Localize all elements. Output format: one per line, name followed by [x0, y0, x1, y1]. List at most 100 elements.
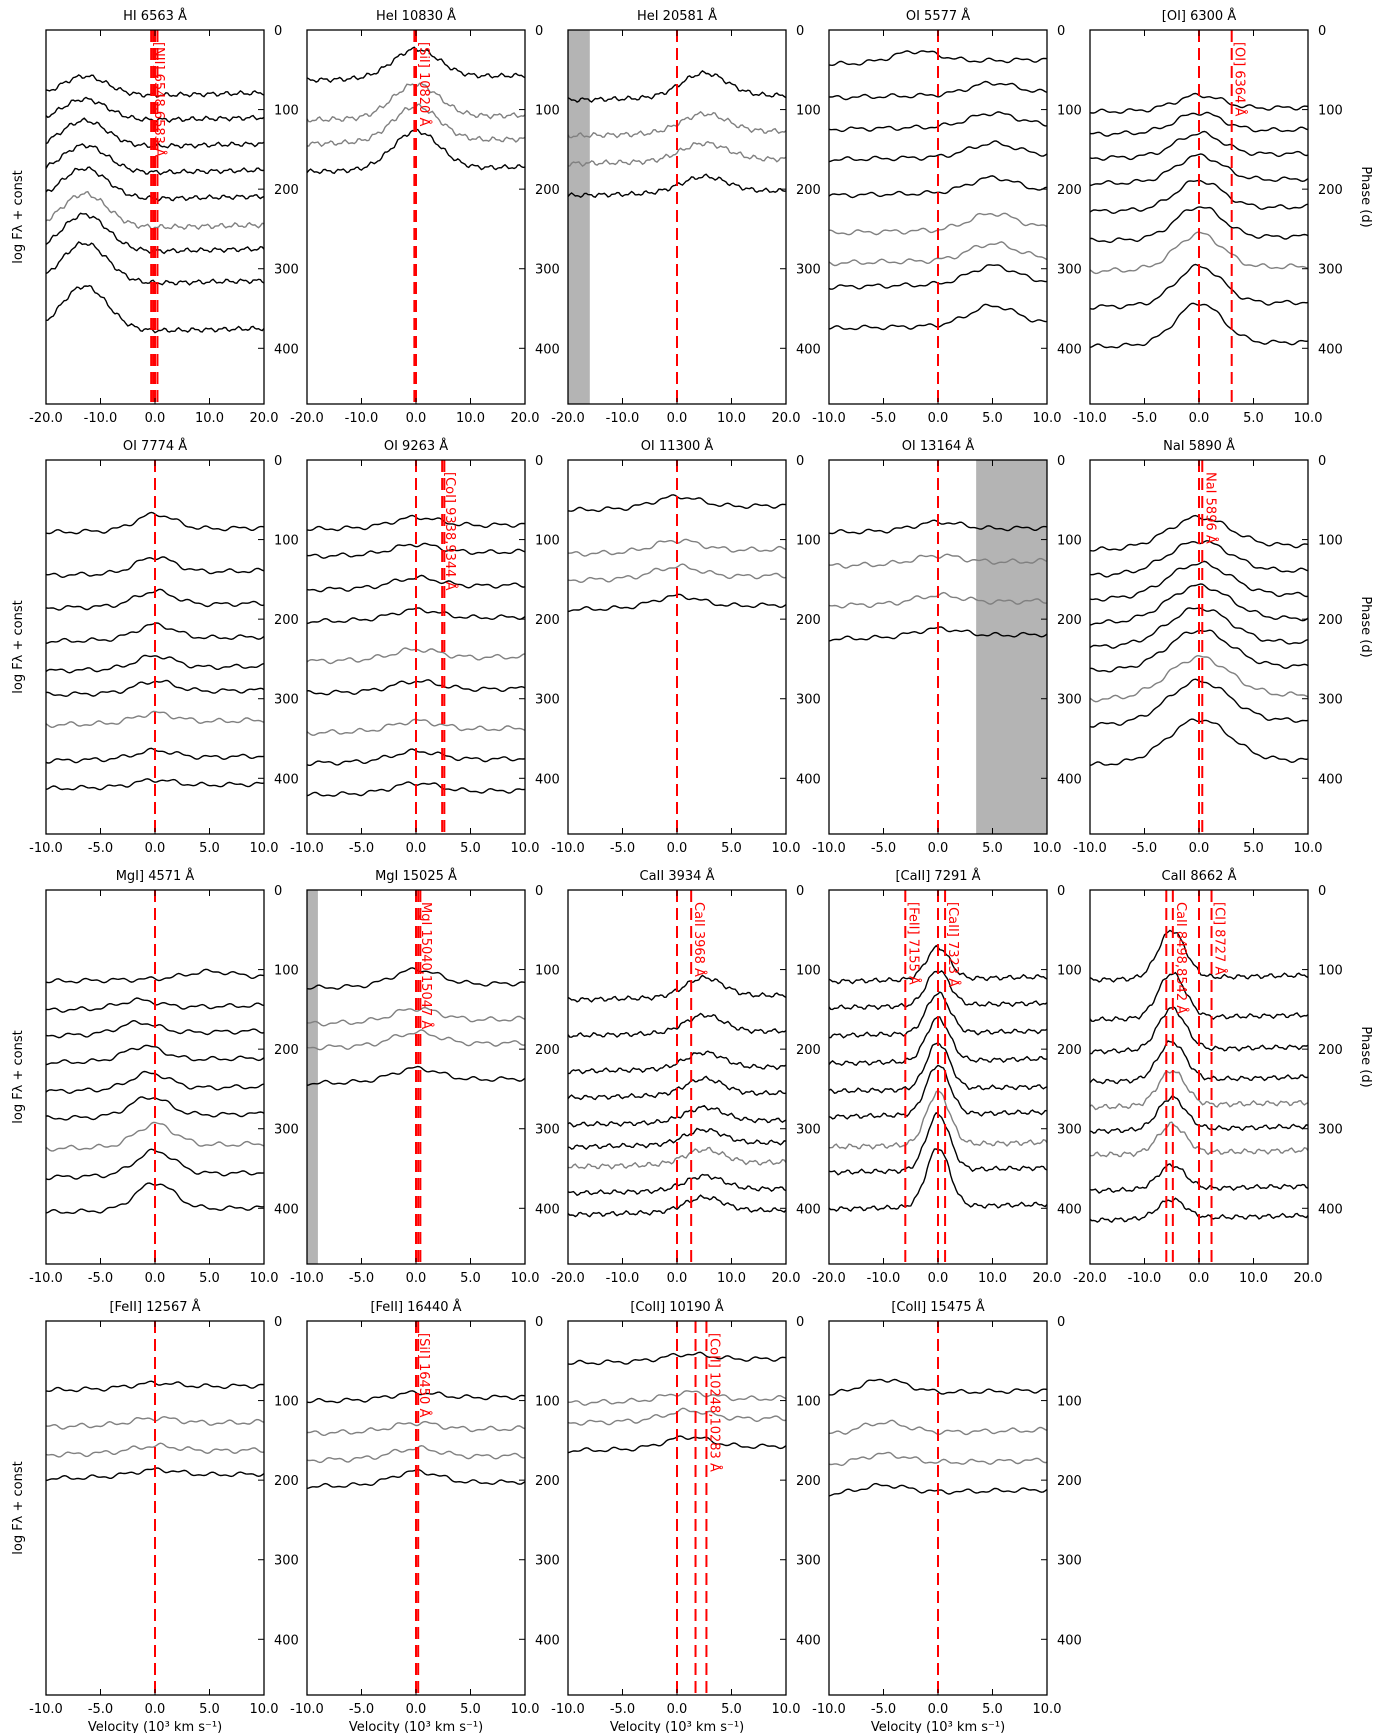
y-tick-label: 400 [535, 342, 560, 357]
y-tick-label: 300 [1057, 263, 1082, 278]
panel-title: NaI 5890 Å [1163, 438, 1235, 454]
y-tick-label: 0 [1057, 454, 1065, 469]
y-tick-label: 400 [1318, 342, 1343, 357]
spectrum-line-2 [567, 563, 787, 584]
marker-label-0: [FeII] 7155 Å [905, 902, 921, 985]
y-tick-label: 0 [535, 454, 543, 469]
panel-title: [CoII] 15475 Å [891, 1299, 984, 1315]
x-tick-label: 0.0 [145, 1271, 166, 1286]
x-tick-label: 10.0 [1033, 1702, 1062, 1717]
y-tick-label: 300 [274, 1554, 299, 1569]
spectrum-line-4 [828, 1042, 1048, 1094]
y-tick-label: 0 [535, 24, 543, 39]
masked-region [307, 890, 318, 1264]
x-tick-label: 0.0 [928, 1271, 949, 1286]
marker-label-2: [CaII] 7323 Å [945, 902, 961, 987]
panel-4: [OI] 6364 Å [OI] 6300 Å -10.0 -5.0 0.0 5.0 10.… [1073, 8, 1373, 426]
spectrum-line-8 [567, 1194, 787, 1218]
marker-label-1: CaII 8498,8542 Å [1173, 902, 1189, 1014]
y-axis-label: log Fλ + const [11, 600, 26, 694]
x-tick-label: 0.0 [406, 841, 427, 856]
x-tick-label: 10.0 [1294, 411, 1323, 426]
y-tick-label: 0 [796, 884, 804, 899]
y-tick-label: 200 [1318, 183, 1343, 198]
y-tick-label: 400 [274, 342, 299, 357]
spectrum-line-8 [45, 778, 265, 791]
panel-title: HI 6563 Å [123, 8, 187, 24]
marker-label-1: CaII 3968 Å [691, 902, 707, 977]
x-tick-label: -10.0 [812, 841, 846, 856]
x-tick-label: -5.0 [871, 411, 896, 426]
x-tick-label: -20.0 [551, 411, 585, 426]
y-tick-label: 100 [1057, 964, 1082, 979]
y-tick-label: 300 [274, 263, 299, 278]
y-tick-label: 300 [1057, 693, 1082, 708]
x-tick-label: -5.0 [1132, 841, 1157, 856]
x-tick-label: 0.0 [145, 1702, 166, 1717]
y-tick-label: 100 [274, 534, 299, 549]
y-tick-label: 200 [796, 613, 821, 628]
x-tick-label: 5.0 [199, 1271, 220, 1286]
spectrum-line-1 [306, 1006, 526, 1027]
x-tick-label: 20.0 [772, 411, 801, 426]
y-tick-label: 0 [1057, 1315, 1065, 1330]
x-tick-label: -5.0 [88, 1702, 113, 1717]
panel-10: MgI] 4571 Å -10.0 -5.0 0.0 5.0 10.0 0 100 200 300… [11, 868, 299, 1286]
spectrum-line-2 [829, 991, 1048, 1039]
panel-2: HeI 20581 Å -20.0 -10.0 0.0 10.0 20.0 0 100 200 3… [551, 8, 821, 426]
panel-14: CaII 8498,8542 Å [CI] 8727 Å CaII 8662 Å -2… [1073, 868, 1373, 1286]
marker-label-1: [OI] 6364 Å [1232, 42, 1248, 117]
x-tick-label: -10.0 [606, 1271, 640, 1286]
y-tick-label: 100 [535, 964, 560, 979]
y-tick-label: 400 [1318, 772, 1343, 787]
x-tick-label: 10.0 [1033, 411, 1062, 426]
x-tick-label: 10.0 [772, 841, 801, 856]
y-tick-label: 400 [796, 1202, 821, 1217]
phase-axis-label: Phase (d) [1358, 1026, 1373, 1087]
y-tick-label: 0 [274, 884, 282, 899]
panel-8: OI 13164 Å -10.0 -5.0 0.0 5.0 10.0 0 100 200 300 4… [812, 438, 1082, 856]
x-tick-label: -10.0 [29, 1271, 63, 1286]
y-tick-label: 200 [535, 183, 560, 198]
x-tick-label: -10.0 [1128, 1271, 1162, 1286]
spectrum-line-2 [568, 140, 787, 168]
y-tick-label: 300 [1318, 263, 1343, 278]
panel-7: OI 11300 Å -10.0 -5.0 0.0 5.0 10.0 0 100 200 300 4… [551, 438, 821, 856]
spectrum-line-1 [306, 1420, 526, 1437]
panel-0: [NII] 6548,6583 Å HI 6563 Å -20.0 -10.0 0.0 1… [11, 8, 299, 426]
panel-title: CaII 3934 Å [640, 868, 715, 884]
spectrum-line-5 [1089, 206, 1309, 244]
y-tick-label: 0 [1318, 24, 1326, 39]
spectrum-line-6 [828, 241, 1048, 267]
y-tick-label: 200 [1057, 183, 1082, 198]
x-tick-label: -5.0 [349, 1271, 374, 1286]
x-tick-label: -10.0 [812, 411, 846, 426]
y-tick-label: 400 [796, 342, 821, 357]
spectrum-line-1 [1089, 971, 1309, 1023]
y-tick-label: 400 [535, 772, 560, 787]
y-tick-label: 100 [1318, 104, 1343, 119]
marker-label-0: [SiI] 16450 Å [416, 1333, 432, 1417]
panel-13: [FeII] 7155 Å [CaII] 7323 Å [CaII] 7291 Å -… [812, 868, 1082, 1286]
y-tick-label: 300 [535, 1554, 560, 1569]
x-tick-label: 10.0 [250, 1702, 279, 1717]
x-tick-label: -5.0 [1132, 411, 1157, 426]
y-tick-label: 100 [796, 964, 821, 979]
y-tick-label: 100 [274, 964, 299, 979]
x-tick-label: 5.0 [460, 841, 481, 856]
spectrum-line-3 [828, 140, 1048, 163]
x-tick-label: 20.0 [1294, 1271, 1323, 1286]
x-tick-label: 10.0 [250, 1271, 279, 1286]
x-tick-label: -20.0 [1073, 1271, 1107, 1286]
y-tick-label: 0 [796, 1315, 804, 1330]
y-tick-label: 0 [1318, 454, 1326, 469]
y-tick-label: 200 [1057, 1043, 1082, 1058]
x-tick-label: -10.0 [290, 841, 324, 856]
panel-title: [OI] 6300 Å [1162, 8, 1237, 24]
y-tick-label: 400 [796, 1633, 821, 1648]
y-tick-label: 400 [274, 1202, 299, 1217]
x-tick-label: -5.0 [88, 1271, 113, 1286]
spectrum-line-4 [45, 654, 265, 674]
y-tick-label: 300 [796, 1123, 821, 1138]
